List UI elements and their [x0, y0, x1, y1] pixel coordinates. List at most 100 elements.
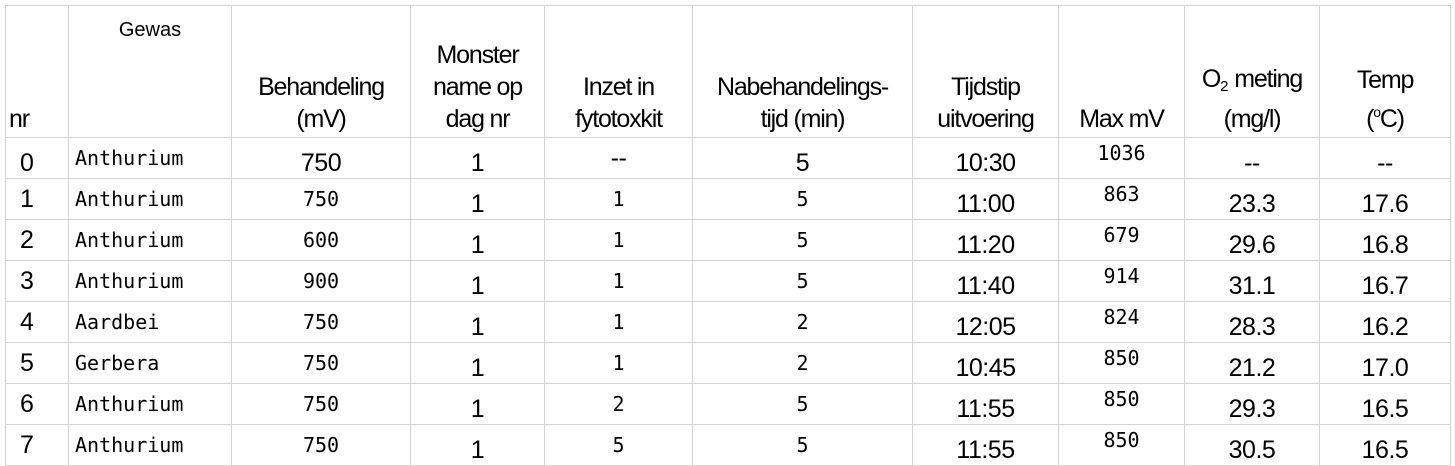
header-inzet: Inzet in fytotoxkit [544, 5, 693, 138]
cell-monster-dag: 1 [410, 301, 545, 343]
cell-gewas: Anthurium [68, 260, 232, 302]
cell-inzet: -- [544, 137, 693, 179]
cell-monster-dag: 1 [410, 260, 545, 302]
table-row: 5 Gerbera 750 1 1 2 10:45 850 21.2 17.0 [5, 342, 1451, 384]
cell-nabehandelingstijd: 5 [692, 260, 913, 302]
cell-gewas: Anthurium [68, 137, 232, 179]
cell-max-mv: 863 [1058, 178, 1185, 220]
cell-nr: 5 [5, 342, 69, 384]
cell-tijdstip: 12:05 [912, 301, 1059, 343]
cell-o2-meting: 21.2 [1184, 342, 1320, 384]
table-row: 1 Anthurium 750 1 1 5 11:00 863 23.3 17.6 [5, 178, 1451, 220]
cell-gewas: Anthurium [68, 219, 232, 261]
cell-inzet: 5 [544, 424, 693, 466]
cell-max-mv: 850 [1058, 383, 1185, 425]
cell-behandeling: 750 [231, 137, 411, 179]
header-behandeling: Behandeling (mV) [231, 5, 411, 138]
cell-tijdstip: 11:40 [912, 260, 1059, 302]
table-row: 0 Anthurium 750 1 -- 5 10:30 1036 -- -- [5, 137, 1451, 179]
cell-nabehandelingstijd: 5 [692, 424, 913, 466]
cell-behandeling: 750 [231, 424, 411, 466]
header-temp: Temp (oC) [1319, 5, 1451, 138]
table-row: 6 Anthurium 750 1 2 5 11:55 850 29.3 16.5 [5, 383, 1451, 425]
cell-inzet: 1 [544, 342, 693, 384]
cell-nr: 6 [5, 383, 69, 425]
cell-o2-meting: 29.3 [1184, 383, 1320, 425]
cell-nr: 1 [5, 178, 69, 220]
header-gewas: Gewas [68, 5, 232, 138]
cell-monster-dag: 1 [410, 178, 545, 220]
cell-temp: -- [1319, 137, 1451, 179]
cell-temp: 16.7 [1319, 260, 1451, 302]
cell-max-mv: 824 [1058, 301, 1185, 343]
header-nr: nr [5, 5, 69, 138]
cell-tijdstip: 10:30 [912, 137, 1059, 179]
cell-nabehandelingstijd: 2 [692, 342, 913, 384]
cell-max-mv: 914 [1058, 260, 1185, 302]
cell-nabehandelingstijd: 5 [692, 137, 913, 179]
cell-monster-dag: 1 [410, 383, 545, 425]
cell-monster-dag: 1 [410, 424, 545, 466]
cell-gewas: Anthurium [68, 424, 232, 466]
cell-nr: 2 [5, 219, 69, 261]
cell-nr: 7 [5, 424, 69, 466]
cell-behandeling: 750 [231, 301, 411, 343]
cell-behandeling: 600 [231, 219, 411, 261]
cell-nr: 0 [5, 137, 69, 179]
cell-inzet: 1 [544, 219, 693, 261]
cell-o2-meting: 30.5 [1184, 424, 1320, 466]
cell-o2-meting: 29.6 [1184, 219, 1320, 261]
cell-o2-meting: 31.1 [1184, 260, 1320, 302]
cell-behandeling: 900 [231, 260, 411, 302]
header-nabehandelingstijd: Nabehandelings- tijd (min) [692, 5, 913, 138]
header-tijdstip: Tijdstip uitvoering [912, 5, 1059, 138]
cell-tijdstip: 11:20 [912, 219, 1059, 261]
cell-nabehandelingstijd: 5 [692, 178, 913, 220]
cell-inzet: 2 [544, 383, 693, 425]
cell-max-mv: 679 [1058, 219, 1185, 261]
cell-behandeling: 750 [231, 178, 411, 220]
cell-o2-meting: 28.3 [1184, 301, 1320, 343]
cell-temp: 16.8 [1319, 219, 1451, 261]
data-table: nr Gewas Behandeling (mV) Monster name o… [5, 5, 1451, 466]
cell-o2-meting: -- [1184, 137, 1320, 179]
cell-nabehandelingstijd: 5 [692, 383, 913, 425]
cell-gewas: Aardbei [68, 301, 232, 343]
cell-nabehandelingstijd: 5 [692, 219, 913, 261]
cell-tijdstip: 10:45 [912, 342, 1059, 384]
cell-gewas: Anthurium [68, 383, 232, 425]
table-row: 7 Anthurium 750 1 5 5 11:55 850 30.5 16.5 [5, 424, 1451, 466]
table-row: 4 Aardbei 750 1 1 2 12:05 824 28.3 16.2 [5, 301, 1451, 343]
cell-gewas: Anthurium [68, 178, 232, 220]
cell-inzet: 1 [544, 260, 693, 302]
cell-nr: 3 [5, 260, 69, 302]
header-max-mv: Max mV [1058, 5, 1185, 138]
cell-inzet: 1 [544, 178, 693, 220]
cell-behandeling: 750 [231, 342, 411, 384]
cell-behandeling: 750 [231, 383, 411, 425]
cell-max-mv: 1036 [1058, 137, 1185, 179]
cell-tijdstip: 11:55 [912, 383, 1059, 425]
table-row: 2 Anthurium 600 1 1 5 11:20 679 29.6 16.8 [5, 219, 1451, 261]
cell-o2-meting: 23.3 [1184, 178, 1320, 220]
cell-nabehandelingstijd: 2 [692, 301, 913, 343]
cell-monster-dag: 1 [410, 342, 545, 384]
cell-temp: 16.5 [1319, 424, 1451, 466]
cell-max-mv: 850 [1058, 424, 1185, 466]
cell-tijdstip: 11:00 [912, 178, 1059, 220]
header-monster: Monster name op dag nr [410, 5, 545, 138]
cell-gewas: Gerbera [68, 342, 232, 384]
header-o2-meting: O2 meting (mg/l) [1184, 5, 1320, 138]
cell-temp: 16.2 [1319, 301, 1451, 343]
table-row: 3 Anthurium 900 1 1 5 11:40 914 31.1 16.7 [5, 260, 1451, 302]
cell-temp: 17.6 [1319, 178, 1451, 220]
cell-max-mv: 850 [1058, 342, 1185, 384]
cell-inzet: 1 [544, 301, 693, 343]
cell-temp: 17.0 [1319, 342, 1451, 384]
cell-monster-dag: 1 [410, 137, 545, 179]
cell-monster-dag: 1 [410, 219, 545, 261]
cell-tijdstip: 11:55 [912, 424, 1059, 466]
cell-nr: 4 [5, 301, 69, 343]
cell-temp: 16.5 [1319, 383, 1451, 425]
header-row: nr Gewas Behandeling (mV) Monster name o… [5, 5, 1451, 138]
